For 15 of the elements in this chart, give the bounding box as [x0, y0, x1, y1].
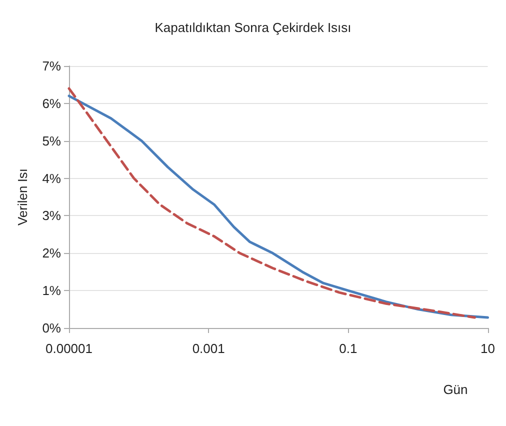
y-tick-label: 1%	[42, 283, 62, 298]
chart-title: Kapatıldıktan Sonra Çekirdek Isısı	[154, 20, 352, 35]
y-tick-label: 6%	[42, 96, 62, 111]
y-axis-title: Verilen Isı	[15, 168, 30, 226]
y-tick-label: 5%	[42, 133, 62, 148]
x-tick-label: 0.001	[192, 341, 225, 356]
x-tick-label: 0.00001	[46, 341, 92, 356]
y-tick-label: 7%	[42, 58, 62, 74]
y-tick-label: 2%	[42, 246, 62, 261]
x-tick-label: 0.1	[339, 341, 358, 356]
x-axis-title: Gün	[443, 382, 468, 397]
y-tick-label: 3%	[42, 208, 62, 224]
y-tick-label: 0%	[42, 320, 62, 336]
y-tick-label: 4%	[42, 170, 62, 186]
x-tick-label: 10	[480, 341, 496, 356]
